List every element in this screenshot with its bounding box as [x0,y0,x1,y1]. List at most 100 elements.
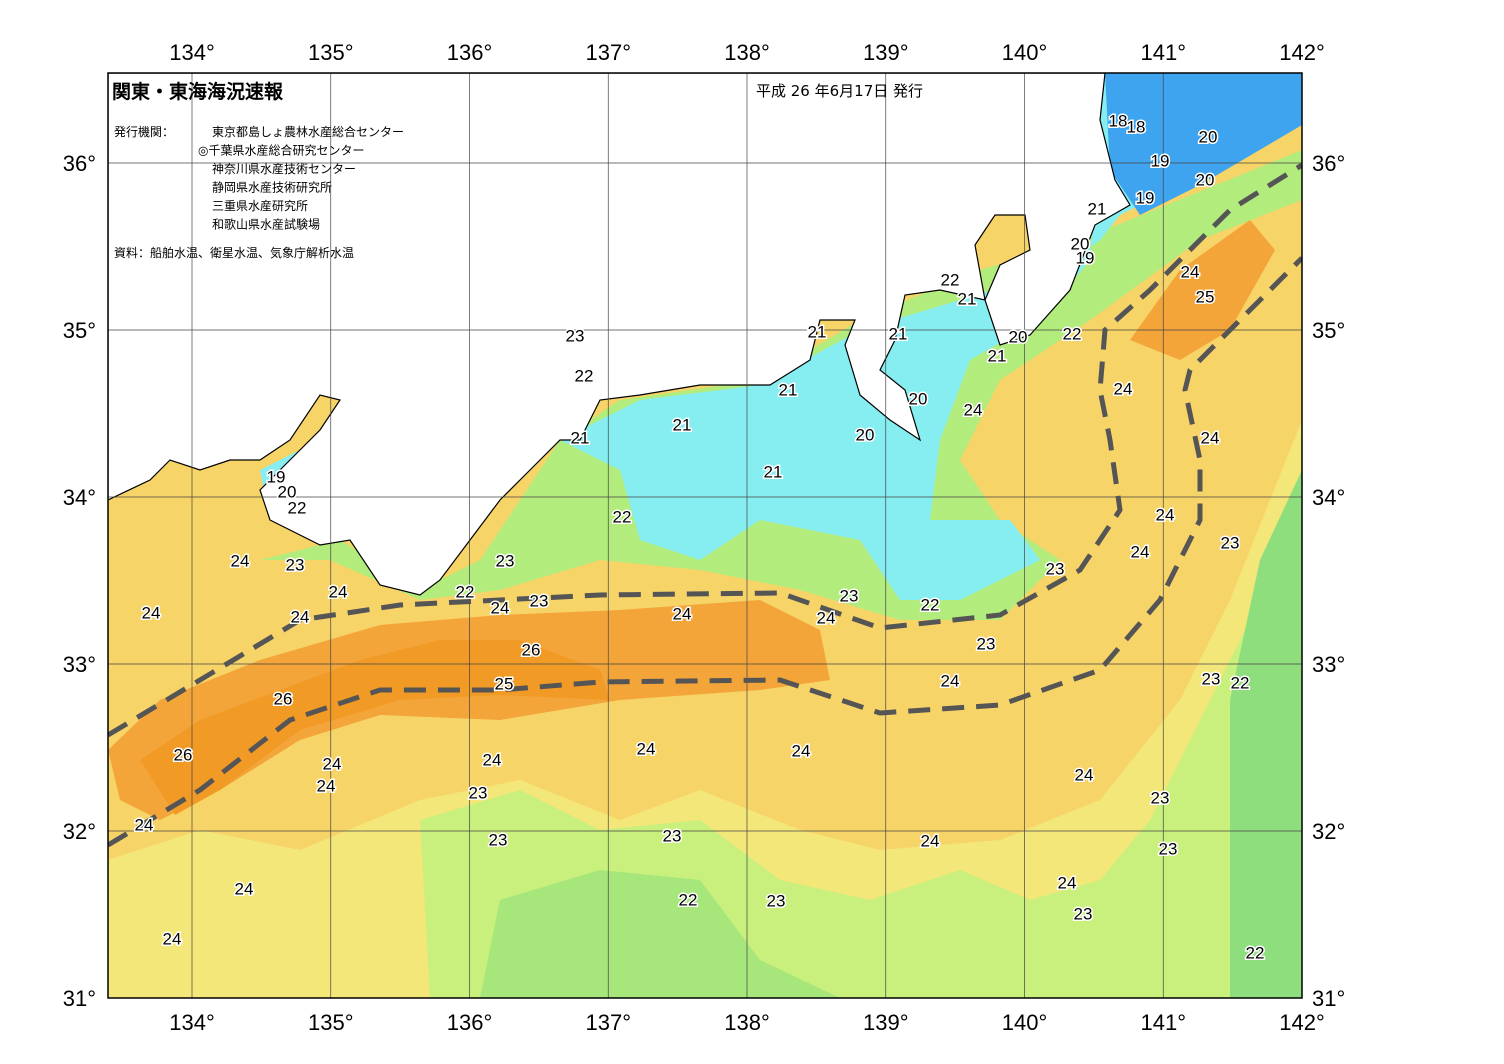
contour-label: 24 [637,739,656,758]
agency: 静岡県水産技術研究所 [212,180,332,195]
lon-label: 134° [169,40,215,65]
lat-label: 35° [63,318,96,343]
contour-label: 23 [767,891,786,910]
lat-label: 33° [1312,652,1345,677]
lon-label: 140° [1002,40,1048,65]
agency: 和歌山県水産試験場 [212,217,320,232]
lat-label: 35° [1312,318,1345,343]
contour-label: 24 [1201,428,1220,447]
lat-label: 36° [1312,151,1345,176]
contour-label: 24 [135,815,154,834]
contour-label: 24 [231,551,250,570]
contour-label: 23 [286,555,305,574]
contour-label: 22 [575,366,594,385]
lon-label: 142° [1279,40,1325,65]
contour-label: 18 [1127,117,1146,136]
contour-label: 23 [1159,839,1178,858]
kuroshio-edge [108,162,1302,738]
contour-label: 26 [522,640,541,659]
title: 関東・東海海況速報 [112,80,284,103]
frame [107,72,1303,999]
lon-label: 136° [447,40,493,65]
contour-label: 24 [1156,505,1175,524]
contour-label: 21 [673,415,692,434]
lon-label: 141° [1140,40,1186,65]
contour-label: 22 [1231,673,1250,692]
contour-label: 20 [909,389,928,408]
temp-zone [1230,470,1302,998]
contour-label: 23 [1074,904,1093,923]
contour-label: 24 [792,741,811,760]
contour-label: 23 [840,586,859,605]
lat-label: 34° [63,485,96,510]
contour-label: 21 [1088,199,1107,218]
contour-label: 24 [1114,379,1133,398]
contour-label: 20 [1196,170,1215,189]
contour-label: 21 [571,428,590,447]
temp-zone [1130,220,1275,360]
contour-label: 22 [613,507,632,526]
contour-label: 23 [496,551,515,570]
lon-label: 140° [1002,1010,1048,1035]
contour-label: 22 [941,270,960,289]
contour-label: 23 [1202,669,1221,688]
contour-label: 24 [673,604,692,623]
lat-label: 34° [1312,485,1345,510]
contour-label: 23 [530,591,549,610]
agency-label: 発行機関： [114,124,174,139]
contour-label: 20 [1009,327,1028,346]
contour-label: 24 [817,608,836,627]
lon-label: 136° [447,1010,493,1035]
temp-zone [140,640,610,815]
lon-label: 138° [724,1010,770,1035]
lat-label: 31° [1312,986,1345,1011]
lat-label: 36° [63,151,96,176]
contour-label: 24 [1181,262,1200,281]
contour-label: 19 [267,467,286,486]
contour-label: 20 [278,482,297,501]
contour-label: 25 [1196,287,1215,306]
contour-label: 23 [977,634,996,653]
contour-label: 23 [1221,533,1240,552]
contour-label: 26 [274,689,293,708]
contour-label: 22 [921,595,940,614]
contour-label: 24 [235,879,254,898]
lon-label: 137° [585,1010,631,1035]
lon-label: 139° [863,1010,909,1035]
lon-label: 141° [1140,1010,1186,1035]
contour-label: 24 [317,776,336,795]
temp-zone [108,420,1302,998]
contour-label: 24 [323,754,342,773]
map-area [108,73,1302,998]
contour-label: 22 [288,498,307,517]
lon-label: 135° [308,40,354,65]
contour-label: 20 [856,425,875,444]
agency: 三重県水産研究所 [212,198,308,213]
contour-label: 23 [489,830,508,849]
temp-zone [108,600,830,820]
lon-label: 142° [1279,1010,1325,1035]
contour-label: 23 [469,783,488,802]
contour-label: 22 [1246,943,1265,962]
contour-label: 24 [142,603,161,622]
contour-label: 24 [921,831,940,850]
lon-label: 137° [585,40,631,65]
contour-label: 21 [958,289,977,308]
contour-label: 24 [964,400,983,419]
contour-label: 22 [456,582,475,601]
contour-label: 23 [663,826,682,845]
issue-date: 平成 26 年6月17日 発行 [756,82,923,100]
contour-label: 23 [566,326,585,345]
lat-label: 32° [1312,819,1345,844]
contour-label: 20 [1071,234,1090,253]
lon-label: 134° [169,1010,215,1035]
lon-label: 139° [863,40,909,65]
lat-label: 33° [63,652,96,677]
contour-label: 21 [808,322,827,341]
contour-label: 21 [779,380,798,399]
contour-label: 24 [1131,542,1150,561]
contour-label: 24 [291,607,310,626]
source: 資料：船舶水温、衛星水温、気象庁解析水温 [114,245,354,260]
contour-label: 24 [1058,873,1077,892]
